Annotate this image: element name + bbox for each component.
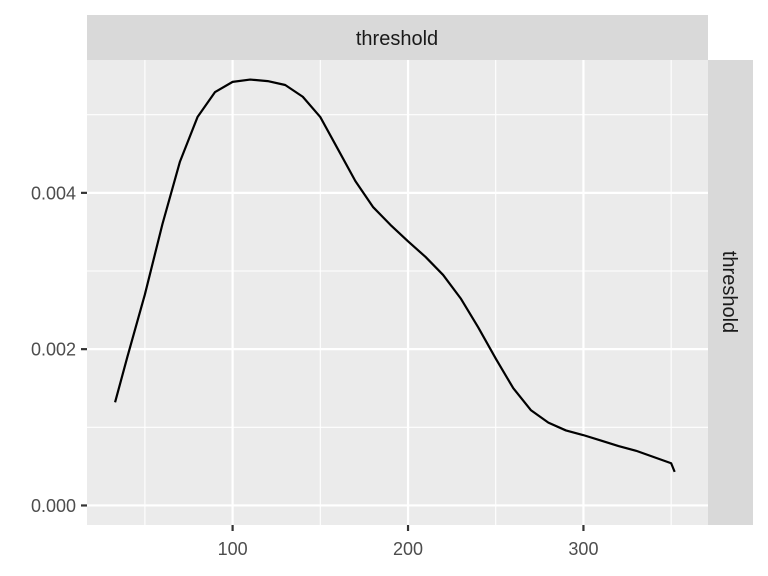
y-tick-label: 0.002: [31, 340, 76, 360]
facet-strip-right: [708, 60, 753, 525]
facet-strip-top: [87, 15, 708, 60]
y-tick-label: 0.000: [31, 496, 76, 516]
facet-label-top: threshold: [356, 28, 438, 50]
facet-label-right: threshold: [718, 251, 740, 333]
major-gridlines: [87, 60, 708, 525]
y-axis: 0.000 0.002 0.004: [31, 183, 87, 516]
x-tick-label: 300: [568, 539, 598, 559]
series-layer: [114, 78, 676, 473]
minor-gridlines: [87, 60, 708, 525]
density-line: [114, 78, 676, 473]
x-tick-label: 100: [218, 539, 248, 559]
plot-panel: [87, 60, 708, 525]
y-tick-label: 0.004: [31, 183, 76, 203]
x-tick-label: 200: [393, 539, 423, 559]
x-axis: 100 200 300: [218, 525, 598, 559]
